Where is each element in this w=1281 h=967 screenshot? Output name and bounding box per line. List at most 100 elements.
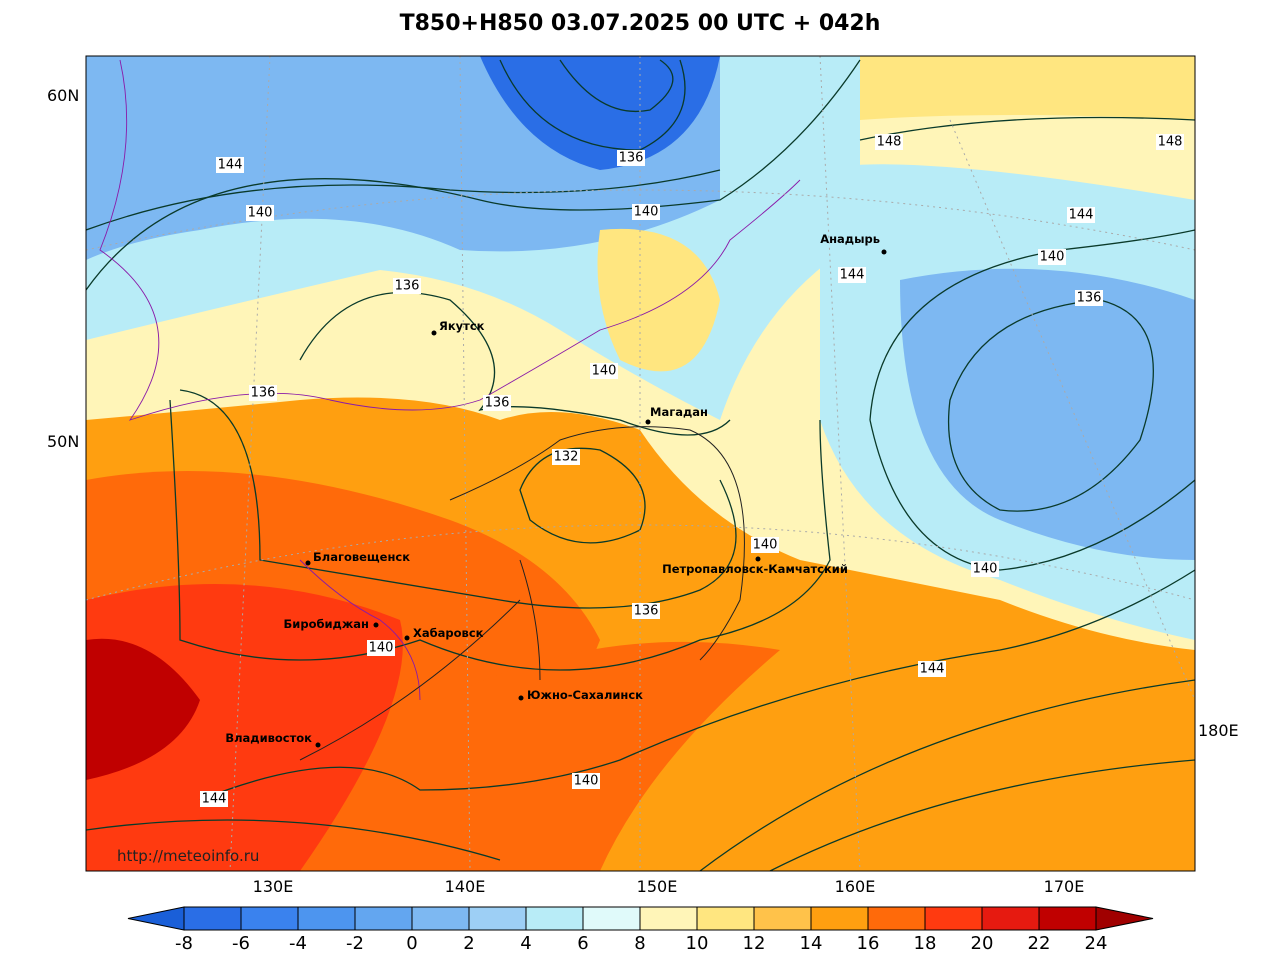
contour-label-bg — [838, 267, 866, 283]
colorbar-tick-label: 20 — [971, 933, 994, 954]
contour-label: 132 — [554, 450, 579, 465]
colorbar-segment — [867, 906, 926, 931]
contour-label: 140 — [574, 774, 599, 789]
colorbar-segment — [582, 906, 641, 931]
colorbar-tick-label: 14 — [800, 933, 823, 954]
contour-label: 140 — [248, 206, 273, 221]
contour-labels: 144 140 136 136 136 140 136 140 148 148 144 140 136 1… — [200, 134, 1184, 807]
colorbar-tick-label: 6 — [577, 933, 588, 954]
colorbar-tick-label: 18 — [914, 933, 937, 954]
colorbar-segment — [639, 906, 698, 931]
colorbar-segment — [924, 906, 983, 931]
contour-label: 140 — [1040, 250, 1065, 265]
city-name: Магадан — [650, 405, 708, 419]
contour-label: 136 — [634, 604, 659, 619]
contour-label-bg — [552, 449, 580, 465]
contour-label: 136 — [251, 386, 276, 401]
colorbar-tick-label: 12 — [743, 933, 766, 954]
city-name: Владивосток — [225, 731, 312, 745]
city-name: Петропавловск-Камчатский — [662, 562, 848, 576]
lat-label: 60N — [47, 86, 79, 105]
contour-label-bg — [632, 204, 660, 220]
city-name: Биробиджан — [284, 617, 369, 631]
contour-label: 136 — [485, 396, 510, 411]
contour-label-bg — [751, 537, 779, 553]
contour-label-bg — [875, 134, 903, 150]
contour-label-bg — [200, 791, 228, 807]
colorbar-tick-label: 16 — [857, 933, 880, 954]
title: T850+H850 03.07.2025 00 UTC + 042h — [400, 11, 881, 36]
lon-label: 180E — [1198, 721, 1239, 740]
contour-label-bg — [617, 150, 645, 166]
colorbar-segment — [411, 906, 470, 931]
colorbar-segment — [297, 906, 356, 931]
colorbar-end — [127, 906, 185, 931]
colorbar: -8 -6 -4 -2 0 2 4 6 8 10 12 14 16 18 20 22 24 — [127, 906, 1154, 954]
contour-label-bg — [1075, 290, 1103, 306]
colorbar-segment — [810, 906, 869, 931]
colorbar-tick-label: 10 — [686, 933, 709, 954]
contour-label: 140 — [592, 364, 617, 379]
contour-label-bg — [246, 205, 274, 221]
colorbar-tick-label: -8 — [175, 933, 193, 954]
contour-label: 148 — [877, 135, 902, 150]
contour-label-bg — [216, 157, 244, 173]
lon-label: 130E — [253, 877, 294, 896]
contour-label-bg — [249, 385, 277, 401]
colorbar-tick-label: -4 — [289, 933, 307, 954]
contour-label: 144 — [202, 792, 227, 807]
contour-label: 136 — [395, 279, 420, 294]
colorbar-tick-label: -6 — [232, 933, 250, 954]
colorbar-segment — [753, 906, 812, 931]
city-dot — [645, 419, 651, 425]
contour-label: 144 — [840, 268, 865, 283]
contour-label: 140 — [634, 205, 659, 220]
city-dot — [881, 249, 887, 255]
contour-label-bg — [393, 278, 421, 294]
contour-label: 144 — [1069, 208, 1094, 223]
city-dot — [373, 622, 379, 628]
city-dot — [315, 742, 321, 748]
city-name: Хабаровск — [413, 626, 484, 640]
contour-label-bg — [632, 603, 660, 619]
lon-label: 150E — [637, 877, 678, 896]
contour-label: 144 — [920, 662, 945, 677]
contour-label: 144 — [218, 158, 243, 173]
colorbar-segment — [696, 906, 755, 931]
contour-label-bg — [572, 773, 600, 789]
colorbar-tick-label: 8 — [634, 933, 645, 954]
colorbar-tick-label: 0 — [406, 933, 417, 954]
colorbar-segment — [1038, 906, 1097, 931]
lon-label: 160E — [835, 877, 876, 896]
contour-label: 140 — [973, 562, 998, 577]
city-name: Южно-Сахалинск — [527, 688, 643, 702]
colorbar-segment — [468, 906, 527, 931]
lat-label: 50N — [47, 432, 79, 451]
city-dot — [755, 556, 761, 562]
lon-label: 170E — [1044, 877, 1085, 896]
colorbar-tick-label: 22 — [1028, 933, 1051, 954]
colorbar-end — [1095, 906, 1154, 931]
contour-label-bg — [918, 661, 946, 677]
contour-label: 148 — [1158, 135, 1183, 150]
city-name: Анадырь — [820, 232, 880, 246]
contour-label-bg — [1067, 207, 1095, 223]
city-name: Благовещенск — [313, 550, 410, 564]
credit: http://meteoinfo.ru — [117, 847, 259, 865]
colorbar-segment — [183, 906, 242, 931]
map-frame — [85, 55, 1196, 872]
city-dot — [518, 695, 524, 701]
contour-label-bg — [1038, 249, 1066, 265]
colorbar-segment — [240, 906, 299, 931]
city-name: Якутск — [439, 319, 485, 333]
colorbar-segment — [354, 906, 413, 931]
contour-label: 136 — [619, 151, 644, 166]
contour-label-bg — [1156, 134, 1184, 150]
lon-label: 140E — [445, 877, 486, 896]
colorbar-segment — [981, 906, 1040, 931]
contour-label: 140 — [369, 641, 394, 656]
colorbar-segment — [525, 906, 584, 931]
contour-label-bg — [590, 363, 618, 379]
